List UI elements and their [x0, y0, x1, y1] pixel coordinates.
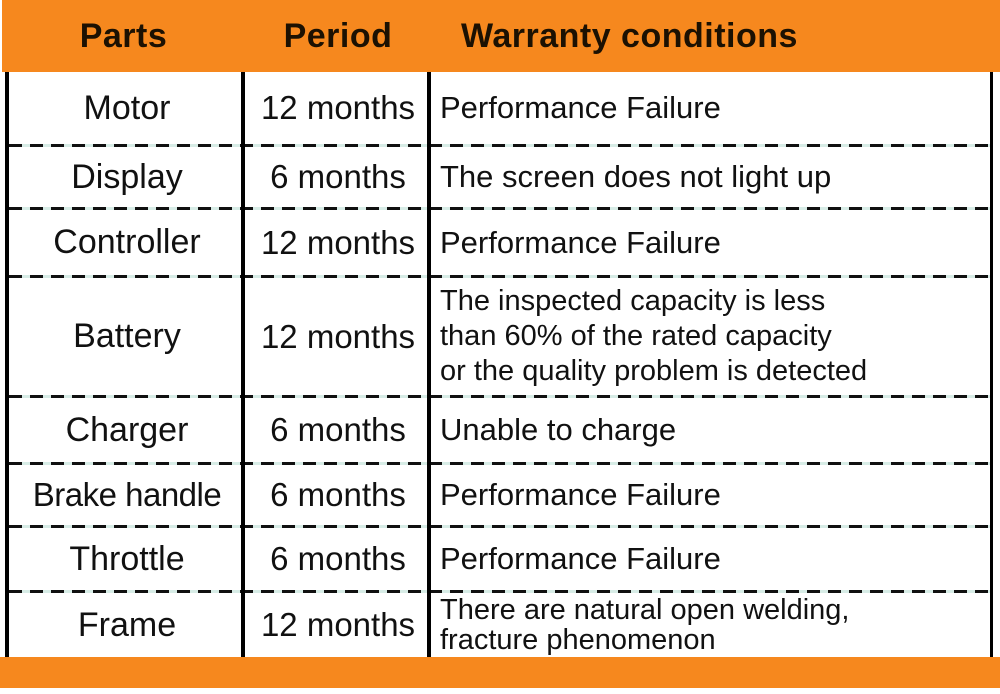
column-divider-1	[241, 72, 245, 657]
header-period: Period	[283, 16, 393, 55]
table-row-controller: Controller 12 months Performance Failure	[9, 210, 990, 275]
bottom-accent-bar	[0, 657, 1000, 688]
period-cell: 12 months	[260, 223, 416, 261]
table-header: Parts Period Warranty conditions	[2, 0, 1000, 72]
period-cell: 12 months	[260, 317, 416, 355]
part-cell: Motor	[83, 88, 171, 127]
condition-cell: Performance Failure	[440, 224, 721, 260]
period-cell: 6 months	[270, 411, 406, 448]
table-row-throttle: Throttle 6 months Performance Failure	[9, 528, 990, 590]
condition-cell: The screen does not light up	[440, 159, 832, 195]
header-warranty-conditions: Warranty conditions	[461, 16, 798, 55]
condition-cell: There are natural open welding, fracture…	[440, 593, 850, 656]
period-cell: 12 months	[260, 89, 416, 126]
table-body: Motor 12 months Performance Failure Disp…	[5, 72, 993, 657]
row-divider	[9, 275, 990, 278]
part-cell: Brake handle	[32, 476, 222, 513]
header-parts: Parts	[79, 16, 168, 55]
condition-cell: Unable to charge	[440, 412, 677, 448]
table-row-display: Display 6 months The screen does not lig…	[9, 147, 990, 207]
condition-cell: The inspected capacity is less than 60% …	[440, 285, 868, 387]
period-cell: 6 months	[270, 540, 406, 577]
row-divider	[9, 590, 990, 593]
table-row-charger: Charger 6 months Unable to charge	[9, 398, 990, 462]
part-cell: Throttle	[69, 539, 185, 578]
period-cell: 6 months	[270, 158, 406, 195]
table-row-battery: Battery 12 months The inspected capacity…	[9, 278, 990, 395]
period-cell: 12 months	[260, 606, 416, 643]
part-cell: Charger	[65, 410, 189, 449]
condition-cell: Performance Failure	[440, 90, 721, 126]
condition-cell: Performance Failure	[440, 541, 721, 577]
table-row-frame: Frame 12 months There are natural open w…	[9, 593, 990, 657]
table-row-brake-handle: Brake handle 6 months Performance Failur…	[9, 465, 990, 525]
condition-cell: Performance Failure	[440, 477, 721, 513]
row-divider	[9, 144, 990, 147]
part-cell: Controller	[53, 223, 201, 261]
column-divider-2	[427, 72, 431, 657]
period-cell: 6 months	[270, 476, 406, 513]
row-divider	[9, 525, 990, 528]
part-cell: Display	[71, 157, 183, 196]
row-divider	[9, 207, 990, 210]
row-divider	[9, 395, 990, 398]
part-cell: Frame	[77, 605, 177, 644]
table-row-motor: Motor 12 months Performance Failure	[9, 72, 990, 144]
part-cell: Battery	[73, 317, 181, 355]
row-divider	[9, 462, 990, 465]
